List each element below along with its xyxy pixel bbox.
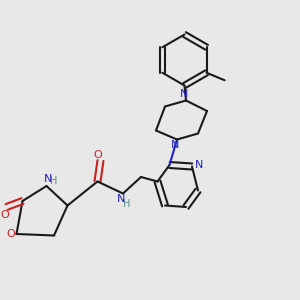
Text: N: N (180, 89, 189, 100)
Text: H: H (123, 199, 130, 209)
Text: O: O (7, 229, 16, 239)
Text: N: N (44, 173, 52, 184)
Text: O: O (93, 150, 102, 160)
Text: O: O (1, 209, 10, 220)
Text: H: H (50, 176, 58, 187)
Text: N: N (194, 160, 203, 170)
Text: N: N (171, 140, 180, 151)
Text: N: N (117, 194, 126, 205)
